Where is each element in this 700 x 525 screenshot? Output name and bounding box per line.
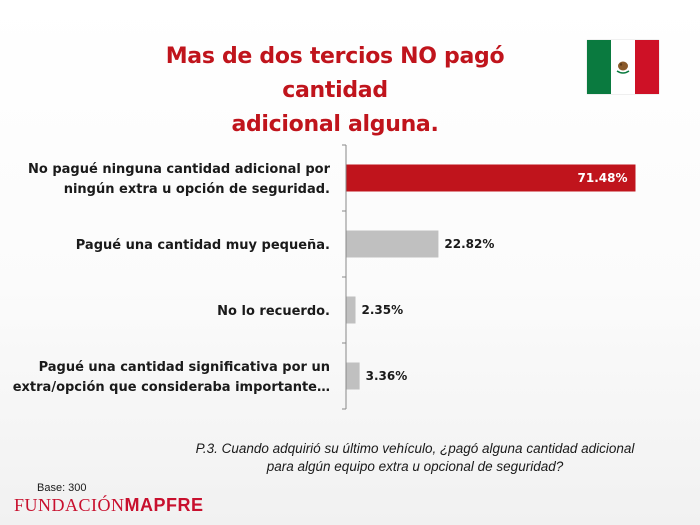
- title-line-2: adicional alguna.: [231, 112, 439, 137]
- fundacion-mapfre-logo: FUNDACIÓNMAPFRE: [14, 495, 204, 516]
- bar-1: [346, 230, 439, 258]
- bar-3: [346, 362, 360, 390]
- survey-question: P.3. Cuando adquirió su último vehículo,…: [195, 441, 635, 474]
- value-label-2: 2.35%: [362, 303, 404, 317]
- title-line-1: Mas de dos tercios NO pagó cantidad: [165, 44, 505, 103]
- category-label-0-line-0: No pagué ninguna cantidad adicional por: [28, 162, 331, 177]
- category-label-1-line-0: Pagué una cantidad muy pequeña.: [76, 238, 330, 253]
- eagle-emblem-icon: [616, 61, 630, 74]
- value-label-3: 3.36%: [366, 369, 408, 383]
- bar-2: [346, 296, 356, 324]
- page-title: Mas de dos tercios NO pagó cantidad adic…: [120, 40, 550, 142]
- value-label-0: 71.48%: [578, 171, 628, 185]
- category-label-3-line-1: extra/opción que consideraba importante…: [13, 380, 330, 395]
- logo-part-2: MAPFRE: [124, 495, 204, 515]
- bar-0: [346, 164, 636, 192]
- category-label-0-line-1: ningún extra u opción de seguridad.: [64, 182, 330, 197]
- base-note: Base: 300: [37, 482, 87, 494]
- value-label-1: 22.82%: [444, 237, 494, 251]
- mexico-flag-icon: [587, 40, 659, 94]
- category-label-2-line-0: No lo recuerdo.: [217, 304, 330, 319]
- category-label-3-line-0: Pagué una cantidad significativa por un: [39, 360, 330, 375]
- logo-part-1: FUNDACIÓN: [14, 495, 125, 515]
- bar-chart: 71.48% No pagué ninguna cantidad adiciona…: [13, 144, 636, 410]
